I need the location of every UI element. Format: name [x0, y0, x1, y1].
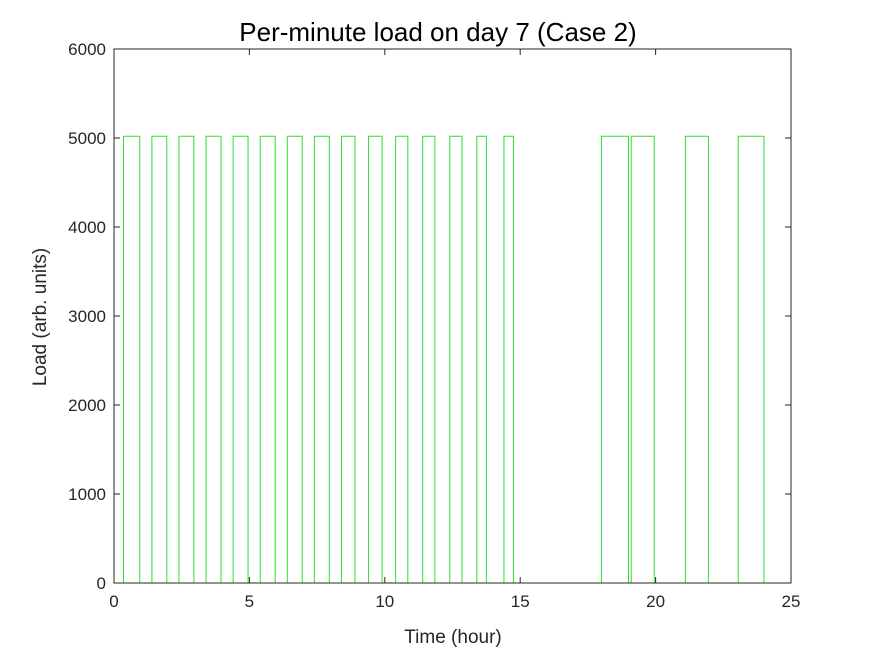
x-axis-ticks: 0 5 10 15 20 25	[109, 49, 800, 611]
y-tick-label: 5000	[68, 129, 106, 148]
x-axis-label: Time (hour)	[404, 627, 501, 648]
y-axis-label: Load (arb. units)	[30, 248, 51, 386]
y-tick-label: 4000	[68, 218, 106, 237]
x-tick-label: 10	[375, 592, 394, 611]
y-tick-label: 6000	[68, 40, 106, 59]
y-tick-label: 2000	[68, 396, 106, 415]
x-tick-label: 5	[245, 592, 254, 611]
y-tick-label: 3000	[68, 307, 106, 326]
x-tick-label: 20	[646, 592, 665, 611]
y-tick-label: 0	[97, 574, 106, 593]
y-axis-ticks: 0 1000 2000 3000 4000 5000 6000	[68, 40, 791, 593]
x-tick-label: 15	[511, 592, 530, 611]
x-tick-label: 0	[109, 592, 118, 611]
x-tick-label: 25	[782, 592, 801, 611]
y-tick-label: 1000	[68, 485, 106, 504]
chart-title: Per-minute load on day 7 (Case 2)	[239, 17, 636, 47]
